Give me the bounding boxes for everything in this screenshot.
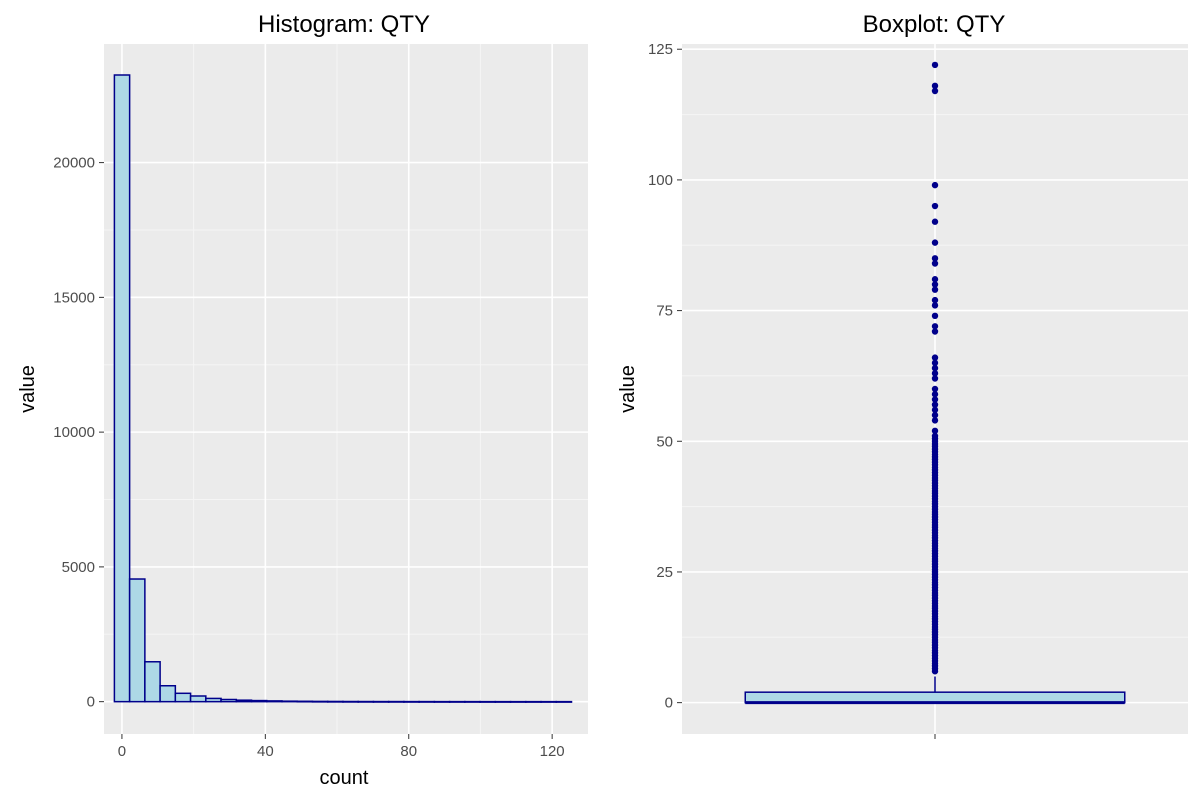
histogram-bar (525, 700, 542, 703)
histogram-x-tick-label: 40 (257, 743, 274, 760)
histogram-bar (326, 700, 344, 703)
histogram-bar (159, 685, 177, 703)
boxplot-outlier-point (931, 302, 939, 309)
boxplot-outlier-point (931, 411, 939, 419)
boxplot-outlier-point (931, 364, 939, 372)
histogram-bar (266, 700, 283, 703)
boxplot-outliers (931, 61, 939, 675)
boxplot-iqr-box (744, 691, 1126, 704)
histogram-bar (281, 700, 298, 703)
histogram-y-tick-label: 0 (87, 694, 95, 711)
boxplot-outlier-point (931, 296, 939, 304)
boxplot-y-axis: 0 25 50 75 100 125 (648, 41, 682, 712)
histogram-bar (357, 700, 375, 703)
histogram-x-tick-label: 0 (118, 743, 126, 760)
histogram-y-axis-title: value (17, 365, 39, 413)
histogram-y-tick-label: 10000 (53, 424, 95, 441)
boxplot-outlier-point (931, 87, 939, 95)
boxplot-outlier-point (931, 375, 939, 382)
histogram-x-axis: 0 40 80 120 (118, 734, 565, 760)
histogram-bar (205, 697, 222, 703)
histogram-bar (144, 661, 161, 703)
histogram-title: Histogram: QTY (258, 11, 430, 38)
histogram-bar (372, 700, 390, 703)
boxplot-outlier-point (931, 61, 939, 69)
boxplot-y-tick-label: 25 (656, 564, 673, 581)
boxplot-y-tick-label: 0 (665, 695, 673, 712)
histogram-bars (113, 74, 573, 703)
histogram-bar (464, 700, 481, 703)
boxplot-outlier-point (931, 417, 939, 424)
histogram-bar (128, 578, 146, 703)
boxplot-y-tick-label: 75 (656, 303, 673, 320)
histogram-bar (387, 700, 405, 703)
boxplot-outlier-point (931, 323, 939, 330)
histogram-bar (235, 699, 253, 703)
histogram-panel: Histogram: QTY 0 40 80 120 0 5000 10000 15000 2… (17, 11, 588, 789)
boxplot-outlier-point (931, 202, 939, 210)
histogram-x-tick-label: 80 (400, 743, 417, 760)
boxplot-outlier-point (931, 370, 939, 377)
histogram-bar (174, 692, 192, 703)
boxplot-outlier-point (931, 354, 939, 361)
histogram-bar (189, 695, 207, 703)
histogram-bar (433, 700, 451, 703)
boxplot-y-tick-label: 50 (656, 433, 673, 450)
boxplot-outlier-point (931, 181, 939, 189)
boxplot-outlier-point (931, 312, 939, 320)
histogram-y-tick-label: 5000 (62, 559, 95, 576)
boxplot-outlier-point (931, 218, 939, 225)
histogram-bar (311, 700, 329, 703)
boxplot-outlier-point (931, 427, 939, 435)
boxplot-outlier-point (931, 328, 939, 335)
boxplot-y-axis-title: value (617, 365, 639, 413)
boxplot-outlier-point (931, 406, 939, 414)
boxplot-outlier-point (931, 432, 939, 440)
histogram-x-tick-label: 120 (540, 743, 565, 760)
histogram-bar (296, 700, 314, 703)
boxplot-outlier-point (931, 401, 939, 408)
histogram-plot-background (104, 44, 588, 734)
boxplot-outlier-point (931, 385, 939, 393)
histogram-bar (250, 699, 268, 703)
boxplot-panel: Boxplot: QTY 0 25 50 75 100 125 value (617, 11, 1188, 739)
boxplot-outlier-point (931, 255, 939, 262)
boxplot-outlier-point (931, 396, 939, 403)
boxplot-box (744, 676, 1126, 705)
histogram-bar (540, 700, 558, 703)
histogram-bar (113, 74, 131, 703)
histogram-bar (403, 700, 420, 703)
histogram-bar (494, 700, 512, 703)
histogram-bar (220, 698, 238, 703)
boxplot-outlier-point (931, 281, 939, 288)
boxplot-y-tick-label: 125 (648, 41, 673, 58)
boxplot-outlier-point (931, 391, 939, 398)
histogram-y-axis: 0 5000 10000 15000 20000 (53, 155, 104, 711)
histogram-bar (342, 700, 359, 703)
histogram-bar (448, 700, 466, 703)
boxplot-outlier-point (931, 82, 939, 90)
histogram-y-tick-label: 15000 (53, 289, 95, 306)
histogram-bar (418, 700, 436, 703)
boxplot-y-tick-label: 100 (648, 172, 673, 189)
boxplot-title: Boxplot: QTY (863, 11, 1006, 38)
histogram-bar (509, 700, 527, 703)
histogram-y-tick-label: 20000 (53, 155, 95, 172)
boxplot-outlier-point (931, 286, 939, 293)
boxplot-outlier-point (931, 276, 939, 283)
boxplot-outlier-point (931, 260, 939, 267)
histogram-minor-gridlines (104, 44, 588, 734)
histogram-x-axis-title: count (320, 767, 369, 789)
histogram-bar (479, 700, 497, 703)
histogram-bar (555, 700, 573, 703)
boxplot-outlier-point (931, 359, 939, 367)
boxplot-outlier-point (931, 239, 939, 246)
